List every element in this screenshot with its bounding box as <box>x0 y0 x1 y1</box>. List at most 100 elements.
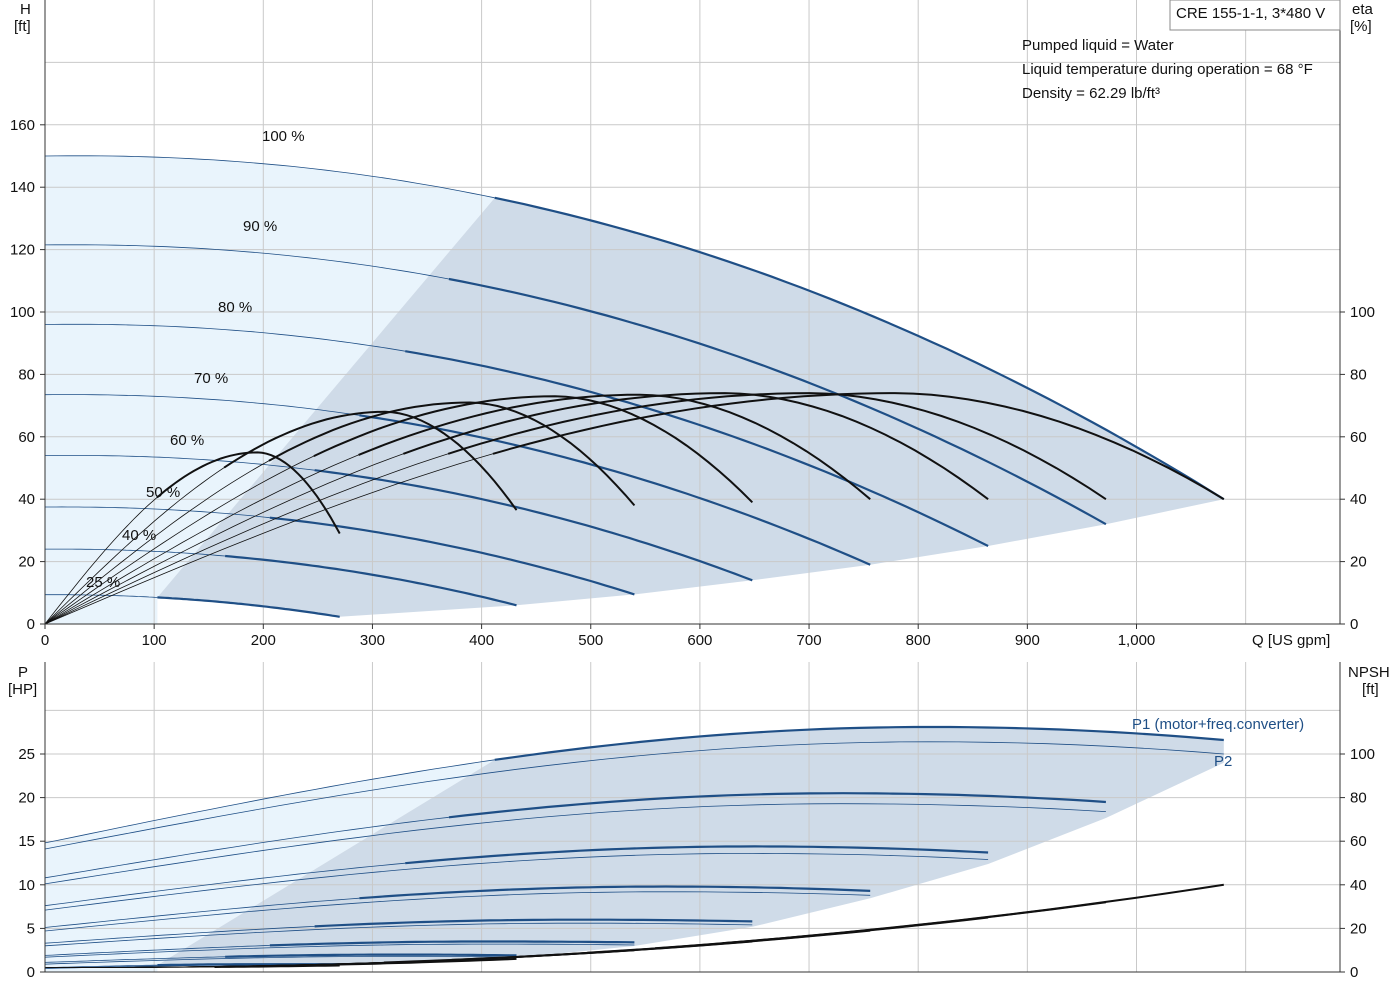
y-left-tick-label: 20 <box>18 554 35 571</box>
y-right-tick-label: 20 <box>1350 920 1367 937</box>
series-label-p1: P1 (motor+freq.converter) <box>1132 716 1304 733</box>
x-tick-label: 100 <box>142 632 167 649</box>
y-left-tick-label: 120 <box>10 242 35 259</box>
y-left-tick-label: 100 <box>10 304 35 321</box>
head-curve-thick <box>157 596 340 618</box>
model-label: CRE 155-1-1, 3*480 V <box>1176 5 1325 22</box>
efficiency-curve-thick <box>156 451 341 534</box>
p1-curve-thin <box>44 897 360 928</box>
y-right-axis-label-eta: eta <box>1352 1 1374 18</box>
density-label: Density = 62.29 lb/ft³ <box>1022 85 1160 102</box>
head-curve-thin <box>44 244 449 280</box>
y-left-tick-label: 15 <box>18 833 35 850</box>
head-curve-thick <box>494 196 1225 501</box>
head-curve-thin <box>45 455 315 471</box>
p1-curve-thin <box>44 926 315 944</box>
y-right-tick-label: 80 <box>1350 790 1367 807</box>
y-left-axis-unit-ft: [ft] <box>14 18 31 35</box>
speed-label: 50 % <box>146 484 180 501</box>
x-tick-label: 800 <box>906 632 931 649</box>
p1-curve-thin <box>44 759 495 844</box>
y-left-axis-unit-hp: [HP] <box>8 681 37 698</box>
p2-curve <box>44 891 871 932</box>
p2-curve <box>44 943 635 958</box>
light-power-region <box>45 759 495 972</box>
x-tick-label: 700 <box>797 632 822 649</box>
y-left-tick-label: 160 <box>10 117 35 134</box>
efficiency-curve-thick <box>223 410 518 511</box>
efficiency-curve-thick <box>492 392 1225 501</box>
head-curve-thick <box>225 554 517 607</box>
p1-curve-thick <box>405 845 989 865</box>
head-curve-thick <box>359 414 871 566</box>
x-tick-label: 400 <box>469 632 494 649</box>
efficiency-curve-thick <box>447 392 1107 501</box>
efficiency-curve-thick <box>268 401 636 507</box>
p2-curve <box>44 803 1106 885</box>
head-curve-thick <box>405 350 989 547</box>
p1-curve-thin <box>44 956 226 963</box>
npsh-curve-thick <box>214 964 340 968</box>
y-left-tick-label: 20 <box>18 790 35 807</box>
speed-label: 70 % <box>194 370 228 387</box>
p2-curve <box>44 955 517 965</box>
y-right-tick-label: 0 <box>1350 616 1358 633</box>
p1-curve-thick <box>359 885 871 900</box>
head-curve-thin <box>44 323 406 352</box>
p2-curve <box>44 852 989 911</box>
x-axis-label: Q [US gpm] <box>1252 632 1330 649</box>
y-right-axis-unit-ft: [ft] <box>1362 681 1379 698</box>
x-tick-label: 1,000 <box>1118 632 1156 649</box>
y-right-tick-label: 80 <box>1350 366 1367 383</box>
head-curve-thick <box>314 469 753 582</box>
y-right-tick-label: 100 <box>1350 746 1375 763</box>
p1-curve-thick <box>225 953 517 958</box>
head-curve-thin <box>45 506 270 519</box>
y-left-axis-label-p: P <box>18 664 28 681</box>
speed-label: 100 % <box>262 128 305 145</box>
speed-label: 25 % <box>86 574 120 591</box>
y-right-tick-label: 0 <box>1350 964 1358 981</box>
y-left-tick-label: 40 <box>18 491 35 508</box>
p2-curve <box>44 741 1224 850</box>
efficiency-curve-thick <box>403 392 989 501</box>
power-npsh-panel: 0 5 10 15 20 25 0 20 40 60 80 100 <box>18 662 1375 981</box>
p1-curve-thick <box>269 940 635 947</box>
speed-label: 90 % <box>243 218 277 235</box>
x-tick-label: 200 <box>251 632 276 649</box>
y-left-axis-label-h: H <box>20 1 31 18</box>
liquid-temperature-label: Liquid temperature during operation = 68… <box>1022 61 1313 78</box>
y-right-tick-label: 60 <box>1350 833 1367 850</box>
y-right-axis-label-npsh: NPSH <box>1348 664 1390 681</box>
x-tick-label: 600 <box>687 632 712 649</box>
series-label-p2: P2 <box>1214 753 1232 770</box>
y-right-tick-label: 100 <box>1350 304 1375 321</box>
p1-curve-thin <box>44 816 449 879</box>
head-efficiency-panel: 0 20 40 60 80 100 120 140 160 0 20 40 60 80 100 0 100 200… <box>10 0 1375 649</box>
x-tick-label: 0 <box>41 632 49 649</box>
model-box <box>1169 0 1341 31</box>
light-operating-region <box>45 155 495 625</box>
p1-curve-thin <box>44 945 270 956</box>
p1-curve-thin <box>44 862 406 907</box>
efficiency-curve-thick <box>358 393 871 500</box>
y-right-tick-label: 40 <box>1350 877 1367 894</box>
y-left-tick-label: 10 <box>18 877 35 894</box>
y-left-tick-label: 60 <box>18 429 35 446</box>
y-right-tick-label: 40 <box>1350 491 1367 508</box>
pumped-liquid-label: Pumped liquid = Water <box>1022 37 1174 54</box>
y-left-tick-label: 25 <box>18 746 35 763</box>
speed-label: 80 % <box>218 299 252 316</box>
head-curve-thick <box>448 277 1107 526</box>
speed-label: 40 % <box>122 527 156 544</box>
head-curve-thick <box>269 516 635 596</box>
efficiency-curve-thick <box>313 395 754 504</box>
head-curve-thin <box>44 155 495 199</box>
p1-curve-thick <box>494 725 1224 761</box>
speed-label: 60 % <box>170 432 204 449</box>
p2-curve <box>44 922 753 947</box>
p1-curve-thick <box>448 792 1106 819</box>
y-left-tick-label: 140 <box>10 179 35 196</box>
head-curve-thin <box>44 394 360 416</box>
